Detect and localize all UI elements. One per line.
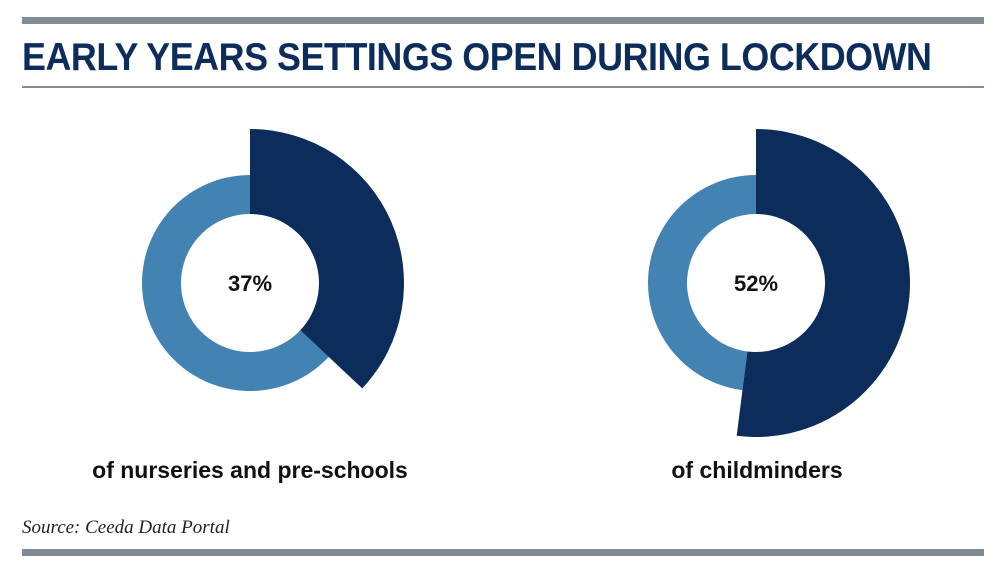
bottom-rule bbox=[22, 549, 984, 556]
source-note: Source: Ceeda Data Portal bbox=[22, 517, 230, 538]
chart-title: EARLY YEARS SETTINGS OPEN DURING LOCKDOW… bbox=[22, 36, 932, 79]
donut-highlight-slice bbox=[736, 129, 910, 437]
caption-childminders: of childminders bbox=[671, 457, 843, 483]
donut-base-ring bbox=[141, 175, 329, 391]
title-underline bbox=[22, 86, 984, 88]
donut-base-ring bbox=[648, 175, 756, 391]
caption-nurseries: of nurseries and pre-schools bbox=[92, 457, 408, 483]
donut-value-label: 52% bbox=[734, 271, 778, 296]
donut-highlight-slice bbox=[250, 129, 405, 389]
donut-value-label: 37% bbox=[228, 271, 272, 296]
donut-chart-nurseries: 37% bbox=[141, 129, 405, 391]
donut-chart-childminders: 52% bbox=[648, 129, 910, 437]
top-rule bbox=[22, 17, 984, 24]
